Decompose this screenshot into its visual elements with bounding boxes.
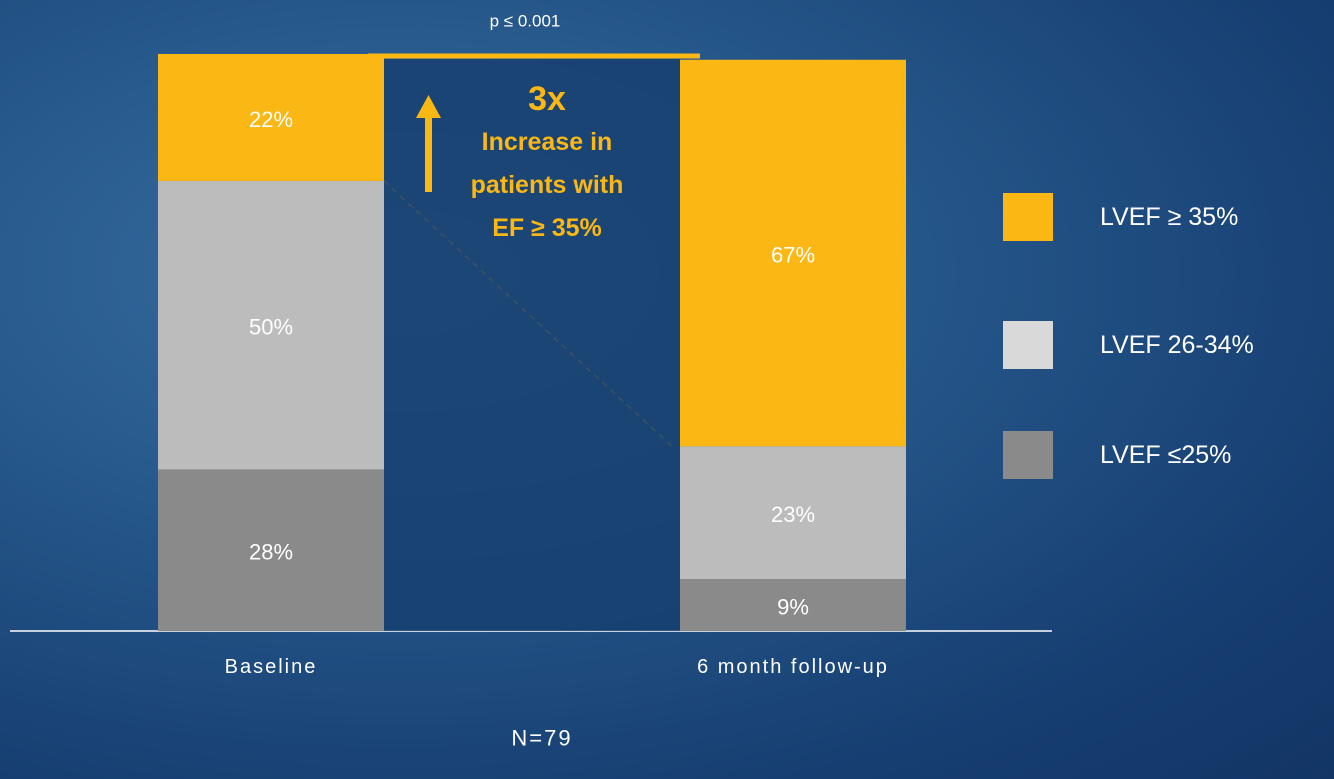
highlight-panel	[384, 59, 680, 631]
x-tick-label: Baseline	[225, 656, 318, 678]
x-tick-label: 6 month follow-up	[697, 656, 889, 678]
increase-annotation-line: EF ≥ 35%	[492, 214, 602, 242]
bar-segment-followup-1	[680, 446, 906, 580]
bar-segment-baseline-2	[158, 54, 384, 181]
bar-segment-followup-0	[680, 579, 906, 631]
legend-swatch	[1003, 431, 1053, 479]
data-label: 23%	[771, 502, 815, 527]
increase-annotation-line: patients with	[471, 171, 624, 199]
sample-size-label: N=79	[511, 726, 572, 751]
legend-label: LVEF 26-34%	[1100, 331, 1254, 359]
legend-swatch	[1003, 321, 1053, 369]
p-value-label: p ≤ 0.001	[490, 12, 561, 31]
data-label: 22%	[249, 107, 293, 132]
bar-segment-baseline-0	[158, 469, 384, 631]
legend-label: LVEF ≥ 35%	[1100, 203, 1238, 231]
data-label: 28%	[249, 540, 293, 565]
data-label: 67%	[771, 243, 815, 268]
bar-segment-baseline-1	[158, 180, 384, 470]
data-label: 50%	[249, 315, 293, 340]
up-arrow-icon	[416, 95, 441, 118]
legend-swatch	[1003, 193, 1053, 241]
up-arrow-icon-shaft	[425, 115, 432, 192]
data-label: 9%	[777, 595, 809, 620]
increase-annotation-line: Increase in	[482, 128, 613, 156]
bar-segment-followup-2	[680, 59, 906, 447]
legend-label: LVEF ≤25%	[1100, 441, 1231, 469]
multiplier-label: 3x	[528, 80, 566, 118]
